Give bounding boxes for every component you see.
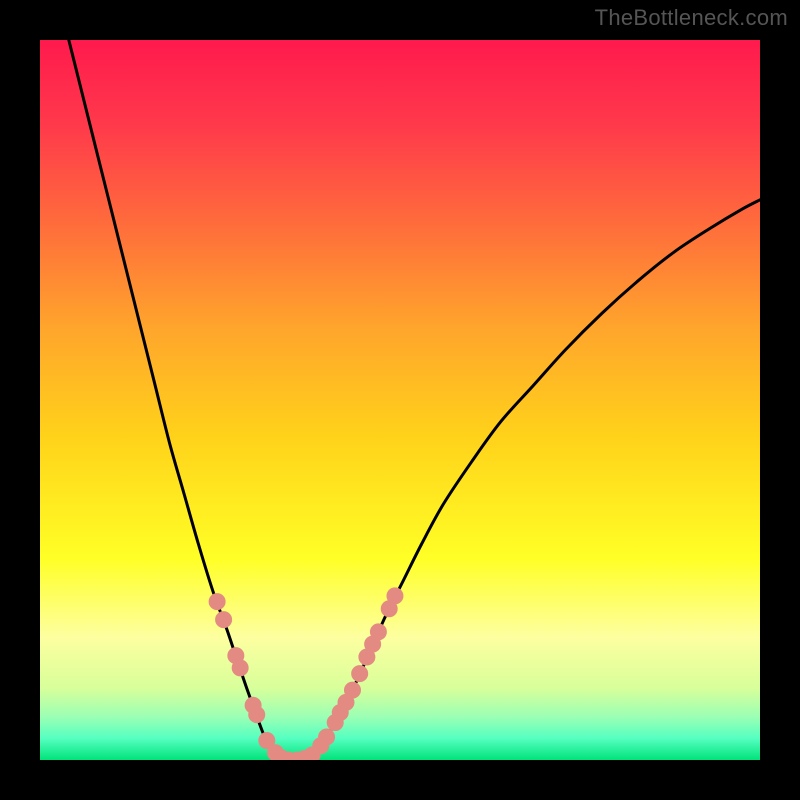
curve-layer: [40, 40, 760, 760]
marker-point: [387, 588, 403, 604]
marker-point: [370, 624, 386, 640]
marker-point: [249, 707, 265, 723]
watermark: TheBottleneck.com: [595, 5, 788, 31]
marker-point: [232, 660, 248, 676]
marker-point: [209, 594, 225, 610]
series-left_curve: [69, 40, 286, 760]
marker-point: [344, 682, 360, 698]
plot-area: [40, 40, 760, 760]
marker-point: [352, 666, 368, 682]
marker-point: [319, 729, 335, 745]
marker-point: [216, 612, 232, 628]
